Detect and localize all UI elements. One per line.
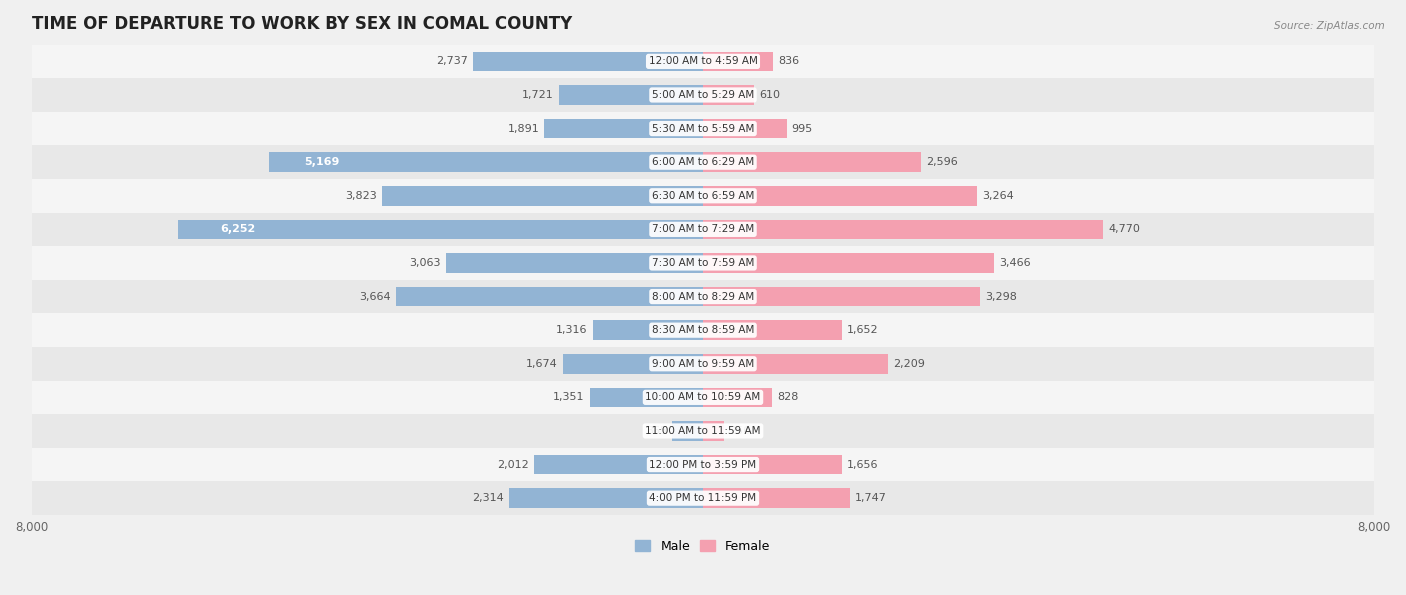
Text: 11:00 AM to 11:59 AM: 11:00 AM to 11:59 AM bbox=[645, 426, 761, 436]
Text: 1,891: 1,891 bbox=[508, 124, 540, 133]
Text: 9:00 AM to 9:59 AM: 9:00 AM to 9:59 AM bbox=[652, 359, 754, 369]
Bar bbox=[703, 220, 1104, 239]
Text: 1,674: 1,674 bbox=[526, 359, 558, 369]
Text: 2,596: 2,596 bbox=[927, 157, 957, 167]
Text: 1,652: 1,652 bbox=[846, 325, 879, 335]
Text: 10:00 AM to 10:59 AM: 10:00 AM to 10:59 AM bbox=[645, 392, 761, 402]
Bar bbox=[703, 52, 773, 71]
Text: 3,298: 3,298 bbox=[984, 292, 1017, 302]
Bar bbox=[31, 481, 1375, 515]
Bar bbox=[179, 220, 703, 239]
Text: 836: 836 bbox=[778, 57, 800, 67]
Bar bbox=[31, 212, 1375, 246]
Text: 6:30 AM to 6:59 AM: 6:30 AM to 6:59 AM bbox=[652, 191, 754, 201]
Text: 6,252: 6,252 bbox=[221, 224, 256, 234]
Text: 365: 365 bbox=[647, 426, 668, 436]
Text: 3,664: 3,664 bbox=[359, 292, 391, 302]
Bar bbox=[562, 354, 703, 374]
Bar bbox=[31, 145, 1375, 179]
Bar bbox=[703, 421, 724, 441]
Bar bbox=[31, 179, 1375, 212]
Text: Source: ZipAtlas.com: Source: ZipAtlas.com bbox=[1274, 21, 1385, 31]
Bar bbox=[703, 85, 754, 105]
Bar bbox=[534, 455, 703, 474]
Text: 3,063: 3,063 bbox=[409, 258, 441, 268]
Text: 12:00 AM to 4:59 AM: 12:00 AM to 4:59 AM bbox=[648, 57, 758, 67]
Bar bbox=[269, 152, 703, 172]
Text: 12:00 PM to 3:59 PM: 12:00 PM to 3:59 PM bbox=[650, 459, 756, 469]
Bar bbox=[474, 52, 703, 71]
Bar bbox=[31, 280, 1375, 314]
Text: 5:30 AM to 5:59 AM: 5:30 AM to 5:59 AM bbox=[652, 124, 754, 133]
Bar bbox=[703, 186, 977, 205]
Text: 7:30 AM to 7:59 AM: 7:30 AM to 7:59 AM bbox=[652, 258, 754, 268]
Bar bbox=[703, 387, 772, 407]
Bar bbox=[672, 421, 703, 441]
Text: 1,721: 1,721 bbox=[522, 90, 554, 100]
Text: 4:00 PM to 11:59 PM: 4:00 PM to 11:59 PM bbox=[650, 493, 756, 503]
Text: 1,747: 1,747 bbox=[855, 493, 887, 503]
Bar bbox=[31, 381, 1375, 414]
Bar bbox=[31, 314, 1375, 347]
Bar bbox=[558, 85, 703, 105]
Text: 2,314: 2,314 bbox=[472, 493, 503, 503]
Text: 1,656: 1,656 bbox=[846, 459, 879, 469]
Legend: Male, Female: Male, Female bbox=[630, 535, 776, 558]
Bar bbox=[31, 448, 1375, 481]
Bar bbox=[31, 246, 1375, 280]
Bar bbox=[703, 455, 842, 474]
Text: 1,351: 1,351 bbox=[553, 392, 585, 402]
Text: 8:00 AM to 8:29 AM: 8:00 AM to 8:29 AM bbox=[652, 292, 754, 302]
Text: 8:30 AM to 8:59 AM: 8:30 AM to 8:59 AM bbox=[652, 325, 754, 335]
Bar bbox=[703, 321, 842, 340]
Bar bbox=[703, 287, 980, 306]
Bar bbox=[31, 414, 1375, 448]
Text: TIME OF DEPARTURE TO WORK BY SEX IN COMAL COUNTY: TIME OF DEPARTURE TO WORK BY SEX IN COMA… bbox=[31, 15, 572, 33]
Bar bbox=[544, 119, 703, 138]
Bar bbox=[509, 488, 703, 508]
Bar bbox=[703, 488, 849, 508]
Bar bbox=[703, 253, 994, 273]
Text: 5,169: 5,169 bbox=[304, 157, 339, 167]
Bar bbox=[446, 253, 703, 273]
Text: 2,012: 2,012 bbox=[498, 459, 529, 469]
Text: 7:00 AM to 7:29 AM: 7:00 AM to 7:29 AM bbox=[652, 224, 754, 234]
Bar bbox=[31, 112, 1375, 145]
Text: 3,823: 3,823 bbox=[346, 191, 377, 201]
Bar bbox=[592, 321, 703, 340]
Bar bbox=[395, 287, 703, 306]
Bar bbox=[31, 45, 1375, 78]
Text: 5:00 AM to 5:29 AM: 5:00 AM to 5:29 AM bbox=[652, 90, 754, 100]
Text: 4,770: 4,770 bbox=[1108, 224, 1140, 234]
Bar bbox=[589, 387, 703, 407]
Text: 2,209: 2,209 bbox=[893, 359, 925, 369]
Text: 610: 610 bbox=[759, 90, 780, 100]
Text: 2,737: 2,737 bbox=[436, 57, 468, 67]
Text: 3,264: 3,264 bbox=[981, 191, 1014, 201]
Text: 995: 995 bbox=[792, 124, 813, 133]
Bar bbox=[31, 78, 1375, 112]
Text: 828: 828 bbox=[778, 392, 799, 402]
Text: 3,466: 3,466 bbox=[998, 258, 1031, 268]
Text: 256: 256 bbox=[730, 426, 751, 436]
Text: 1,316: 1,316 bbox=[555, 325, 588, 335]
Text: 6:00 AM to 6:29 AM: 6:00 AM to 6:29 AM bbox=[652, 157, 754, 167]
Bar bbox=[703, 119, 786, 138]
Bar bbox=[703, 354, 889, 374]
Bar bbox=[382, 186, 703, 205]
Bar bbox=[703, 152, 921, 172]
Bar bbox=[31, 347, 1375, 381]
